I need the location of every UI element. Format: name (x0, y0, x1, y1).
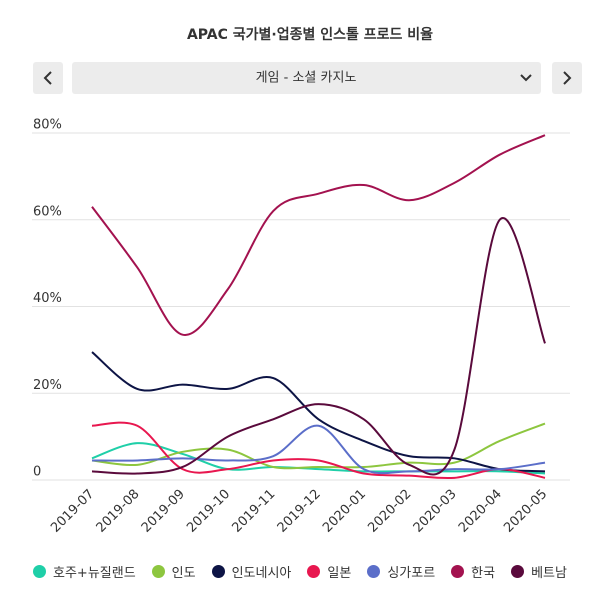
x-tick-label: 2020-03 (411, 487, 460, 536)
legend-label: 한국 (471, 566, 496, 581)
legend-swatch (451, 565, 465, 578)
legend-swatch (511, 565, 525, 578)
dropdown[interactable]: 게임 - 소셜 카지노 (72, 62, 541, 94)
legend-item: 호주+뉴질랜드 (33, 562, 136, 581)
x-tick-label: 2020-02 (365, 487, 414, 536)
legend-item: 한국 (451, 562, 495, 581)
legend-label: 베트남 (531, 566, 567, 581)
x-tick-label: 2019-10 (184, 487, 233, 536)
x-tick-label: 2020-05 (501, 487, 550, 536)
chart-title: APAC 국가별·업종별 인스톨 프로드 비율 (187, 26, 433, 43)
series-line (91, 421, 546, 480)
legend: 호주+뉴질랜드 인도 인도네시아 일본 싱가포르 한국 베트남 (0, 562, 600, 581)
y-tick-label: 80% (33, 118, 62, 133)
series-line (91, 351, 546, 473)
prev-button[interactable] (33, 62, 63, 94)
legend-label: 싱가포르 (387, 566, 436, 581)
legend-label: 인도 (171, 566, 196, 581)
x-tick-label: 2019-12 (275, 487, 324, 536)
x-tick-label: 2020-04 (456, 487, 505, 536)
legend-label: 일본 (327, 566, 352, 581)
legend-swatch (211, 565, 225, 578)
y-tick-label: 0 (33, 465, 41, 480)
y-tick-label: 60% (33, 204, 62, 219)
series-line (91, 422, 546, 470)
x-tick-label: 2019-08 (94, 487, 143, 536)
chart: APAC 국가별·업종별 인스톨 프로드 비율 게임 - 소셜 카지노 0 20%… (32, 26, 582, 536)
series-line (91, 217, 546, 476)
series-line (91, 134, 546, 336)
legend-swatch (33, 565, 47, 578)
legend-item: 인도네시아 (211, 562, 292, 581)
legend-label: 인도네시아 (231, 566, 292, 581)
legend-swatch (367, 565, 381, 578)
y-tick-label: 40% (33, 291, 62, 306)
legend-item: 일본 (307, 562, 351, 581)
x-tick-label: 2019-11 (229, 487, 278, 536)
x-tick-label: 2019-09 (139, 487, 188, 536)
y-tick-label: 20% (33, 378, 62, 393)
dropdown-label: 게임 - 소셜 카지노 (256, 71, 357, 86)
x-tick-label: 2019-07 (48, 487, 97, 536)
legend-label: 호주+뉴질랜드 (53, 566, 136, 581)
series-line (91, 442, 546, 475)
legend-swatch (151, 565, 165, 578)
legend-item: 싱가포르 (367, 562, 435, 581)
next-button[interactable] (552, 62, 582, 94)
legend-item: 베트남 (511, 562, 567, 581)
series-line (91, 424, 546, 475)
legend-item: 인도 (151, 562, 196, 581)
legend-swatch (307, 565, 321, 578)
x-tick-label: 2020-01 (320, 487, 369, 536)
